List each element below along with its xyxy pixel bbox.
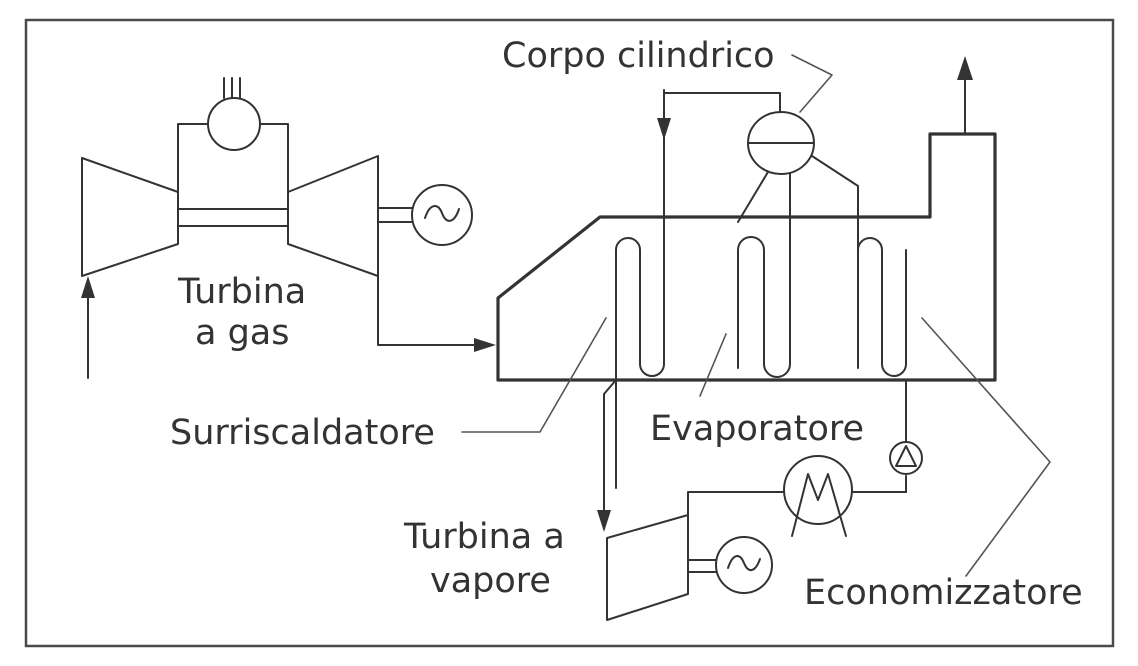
economizer-tube [857, 237, 907, 377]
hrsg-casing [496, 132, 997, 382]
compressor-shape [81, 157, 179, 277]
steam-turbine-label-line1: Turbina a [403, 517, 565, 557]
gas-turbine-group: Turbina a gas [81, 77, 496, 379]
drum-group: Corpo cilindrico [502, 36, 859, 251]
condenser-coil [791, 473, 847, 537]
component-labels: Surriscaldatore Evaporatore Economizzato… [170, 317, 1083, 613]
condenser-icon [783, 455, 853, 525]
stack-arrow-icon [957, 56, 973, 80]
steam-turbine-shape [606, 514, 689, 621]
drum-leader [791, 54, 833, 113]
steam-inlet-arrow-icon [597, 510, 611, 532]
steam-ac-wave-icon [727, 555, 761, 571]
superheater-tube [615, 89, 665, 377]
turbine-exhaust-pipe [687, 491, 785, 516]
evaporator-leader [699, 333, 727, 397]
air-inlet-arrow-icon [81, 276, 95, 298]
exhaust-line [377, 275, 477, 346]
combustor-loop-right [259, 123, 289, 193]
superheater-label: Surriscaldatore [170, 413, 435, 453]
ac-wave-icon [424, 205, 460, 222]
hrsg-group [496, 56, 997, 382]
pump-triangle-icon [895, 445, 917, 467]
steam-turbine-label-line2: vapore [430, 561, 551, 601]
exhaust-arrow-icon [474, 338, 496, 352]
drum-to-superheater-pipe [663, 92, 781, 121]
evaporator-tube [737, 163, 791, 378]
downcomer-pipe [737, 171, 769, 223]
drum-label: Corpo cilindrico [502, 36, 775, 76]
superheater-inlet-arrow-icon [657, 118, 671, 140]
steam-cycle-group: Turbina a vapore [403, 367, 923, 621]
diagram-frame [24, 18, 1115, 648]
gas-turbine-shape [287, 155, 379, 277]
gas-turbine-label-line2: a gas [195, 313, 289, 353]
steam-line-lower [603, 379, 617, 511]
combustor-loop [177, 123, 209, 193]
combustion-chamber-icon [207, 97, 261, 151]
economizer-leader [921, 317, 1051, 577]
gas-turbine-label-line1: Turbina [177, 272, 306, 312]
economizer-to-drum-pipe [811, 155, 859, 251]
economizer-label: Economizzatore [804, 573, 1083, 613]
superheater-leader [461, 317, 607, 433]
evaporator-label: Evaporatore [650, 409, 864, 449]
